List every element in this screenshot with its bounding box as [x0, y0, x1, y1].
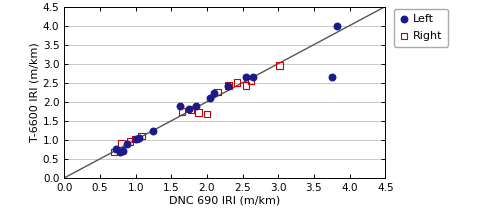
- Left: [185, 107, 193, 110]
- Left: [176, 105, 184, 108]
- Left: [116, 150, 124, 154]
- Left: [131, 137, 139, 141]
- Left: [224, 84, 232, 87]
- Right: [233, 81, 241, 84]
- Left: [112, 148, 120, 151]
- Right: [187, 108, 195, 111]
- Left: [135, 136, 143, 140]
- Right: [224, 84, 232, 87]
- Legend: Left, Right: Left, Right: [394, 9, 448, 47]
- Right: [137, 134, 145, 138]
- Right: [242, 84, 250, 87]
- Y-axis label: T-6600 IRI (m/km): T-6600 IRI (m/km): [30, 42, 40, 142]
- Left: [150, 130, 158, 133]
- Left: [123, 143, 131, 146]
- Left: [242, 75, 250, 79]
- Right: [110, 150, 118, 154]
- Right: [214, 90, 222, 94]
- Right: [203, 112, 211, 116]
- Left: [192, 105, 200, 108]
- Right: [178, 110, 186, 113]
- Right: [195, 111, 203, 114]
- Right: [126, 140, 134, 143]
- Right: [118, 142, 125, 145]
- Left: [333, 24, 341, 27]
- Left: [119, 149, 126, 152]
- Left: [249, 75, 257, 79]
- Left: [328, 75, 336, 79]
- Left: [210, 92, 218, 95]
- Right: [247, 79, 255, 82]
- Left: [206, 96, 214, 100]
- Right: [276, 64, 284, 67]
- Right: [131, 137, 139, 141]
- X-axis label: DNC 690 IRI (m/km): DNC 690 IRI (m/km): [169, 196, 281, 205]
